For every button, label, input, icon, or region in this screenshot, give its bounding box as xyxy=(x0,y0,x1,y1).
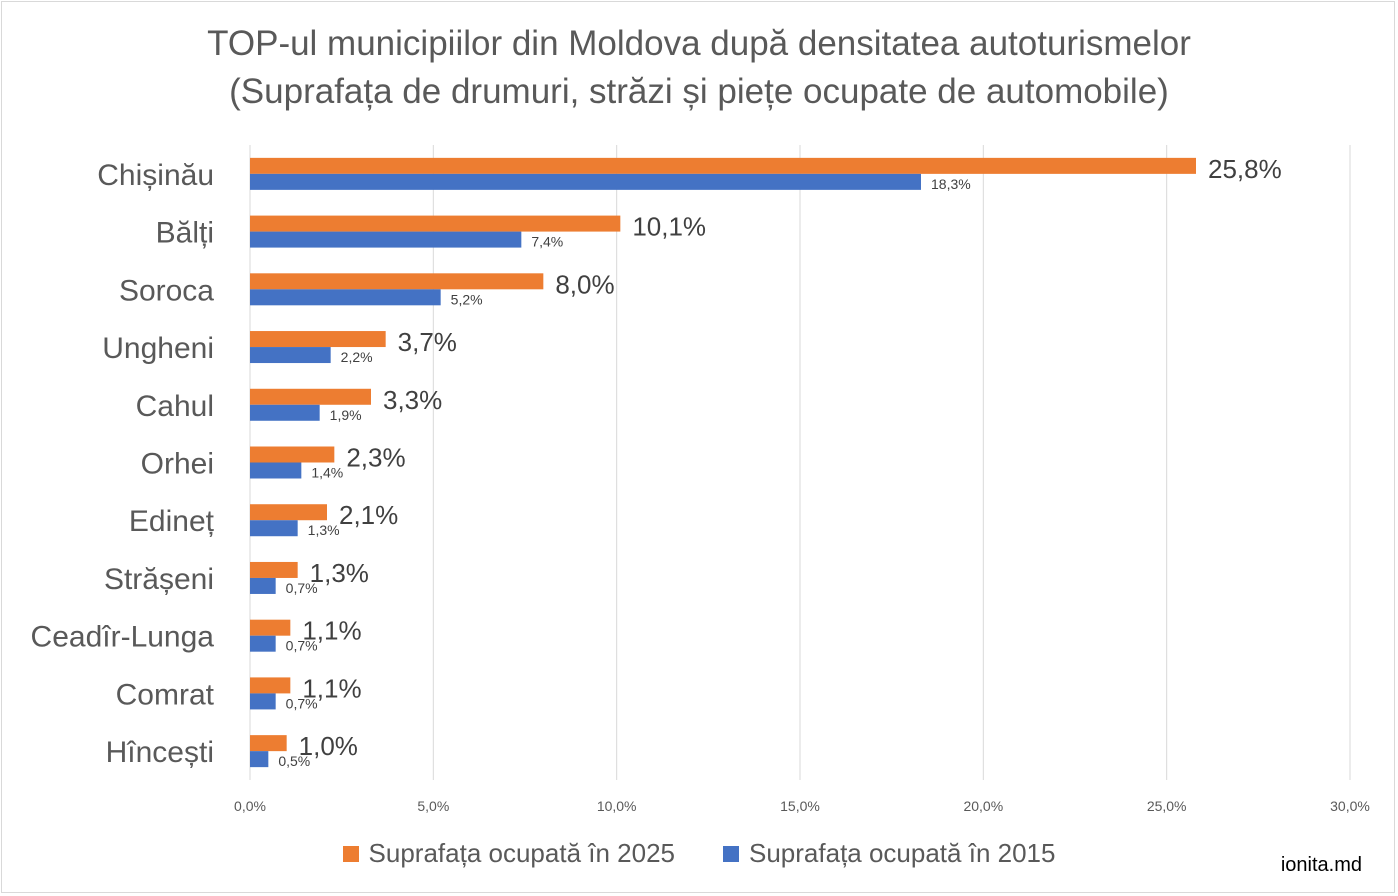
bar-2015-4 xyxy=(250,404,320,421)
data-label-2015-9: 0,7% xyxy=(286,695,318,711)
bar-2015-6 xyxy=(250,520,298,537)
data-label-2015-8: 0,7% xyxy=(286,638,318,654)
data-label-2015-4: 1,9% xyxy=(330,407,362,423)
bar-2025-4 xyxy=(250,388,371,405)
bar-2025-0 xyxy=(250,157,1196,174)
x-tick-label-0: 0,0% xyxy=(234,798,266,814)
data-label-2015-0: 18,3% xyxy=(931,176,971,192)
data-label-2025-3: 3,7% xyxy=(398,327,457,357)
chart-title-line2: (Suprafața de drumuri, străzi și piețe o… xyxy=(229,72,1169,111)
x-tick-label-2: 10,0% xyxy=(597,798,637,814)
data-label-2025-1: 10,1% xyxy=(632,212,706,242)
category-label-8: Ceadîr-Lunga xyxy=(31,621,215,654)
chart-title: TOP-ul municipiilor din Moldova după den… xyxy=(0,20,1398,116)
chart-legend: Suprafața ocupată în 2025 Suprafața ocup… xyxy=(0,838,1398,869)
bar-2025-8 xyxy=(250,619,291,636)
x-tick-label-5: 25,0% xyxy=(1147,798,1187,814)
data-label-2025-4: 3,3% xyxy=(383,385,442,415)
category-label-7: Strășeni xyxy=(104,563,214,596)
category-label-0: Chișinău xyxy=(97,159,214,192)
legend-label-2025: Suprafața ocupată în 2025 xyxy=(368,838,675,868)
data-label-2015-1: 7,4% xyxy=(531,234,563,250)
bar-2015-10 xyxy=(250,751,269,768)
data-label-2015-2: 5,2% xyxy=(451,291,483,307)
data-label-2025-10: 1,0% xyxy=(299,731,358,761)
bar-2025-3 xyxy=(250,331,386,348)
chart-title-line1: TOP-ul municipiilor din Moldova după den… xyxy=(207,24,1191,63)
data-label-2025-8: 1,1% xyxy=(302,616,361,646)
data-label-2025-2: 8,0% xyxy=(555,269,614,299)
bar-2025-10 xyxy=(250,735,287,752)
category-label-6: Edineț xyxy=(129,505,215,538)
bar-2025-7 xyxy=(250,561,298,578)
bar-2025-6 xyxy=(250,504,327,521)
data-label-2025-5: 2,3% xyxy=(346,443,405,473)
legend-swatch-2015 xyxy=(723,845,739,862)
x-tick-label-6: 30,0% xyxy=(1330,798,1370,814)
legend-label-2015: Suprafața ocupată în 2015 xyxy=(749,838,1056,868)
data-label-2015-5: 1,4% xyxy=(311,465,343,481)
x-tick-label-4: 20,0% xyxy=(963,798,1003,814)
credit-text: ionita.md xyxy=(1280,854,1362,876)
data-label-2015-7: 0,7% xyxy=(286,580,318,596)
data-label-2015-10: 0,5% xyxy=(278,753,310,769)
category-label-9: Comrat xyxy=(116,678,215,711)
data-label-2025-0: 25,8% xyxy=(1208,154,1282,184)
x-tick-label-1: 5,0% xyxy=(417,798,449,814)
category-label-1: Bălți xyxy=(156,217,214,250)
legend-item-2015: Suprafața ocupată în 2015 xyxy=(723,838,1055,869)
bar-2025-1 xyxy=(250,215,621,232)
category-label-4: Cahul xyxy=(136,390,214,423)
data-label-2015-6: 1,3% xyxy=(308,522,340,538)
data-label-2025-7: 1,3% xyxy=(310,558,369,588)
category-label-5: Orhei xyxy=(141,448,214,481)
legend-swatch-2025 xyxy=(342,845,359,862)
x-tick-label-3: 15,0% xyxy=(780,798,820,814)
data-label-2015-3: 2,2% xyxy=(341,349,373,365)
category-label-2: Soroca xyxy=(119,274,214,307)
data-label-2025-9: 1,1% xyxy=(302,673,361,703)
bar-2015-8 xyxy=(250,635,276,652)
bar-2015-3 xyxy=(250,347,331,364)
category-label-10: Hîncești xyxy=(106,736,214,769)
bar-2015-2 xyxy=(250,289,441,306)
bar-2025-9 xyxy=(250,677,291,694)
bar-2015-9 xyxy=(250,693,276,710)
data-label-2025-6: 2,1% xyxy=(339,500,398,530)
category-label-3: Ungheni xyxy=(102,332,214,365)
bar-2025-2 xyxy=(250,273,544,290)
bar-2025-5 xyxy=(250,446,335,463)
bar-2015-7 xyxy=(250,577,276,594)
bar-2015-5 xyxy=(250,462,302,479)
bar-2015-1 xyxy=(250,231,522,248)
bar-2015-0 xyxy=(250,173,921,190)
legend-item-2025: Suprafața ocupată în 2025 xyxy=(342,838,675,869)
